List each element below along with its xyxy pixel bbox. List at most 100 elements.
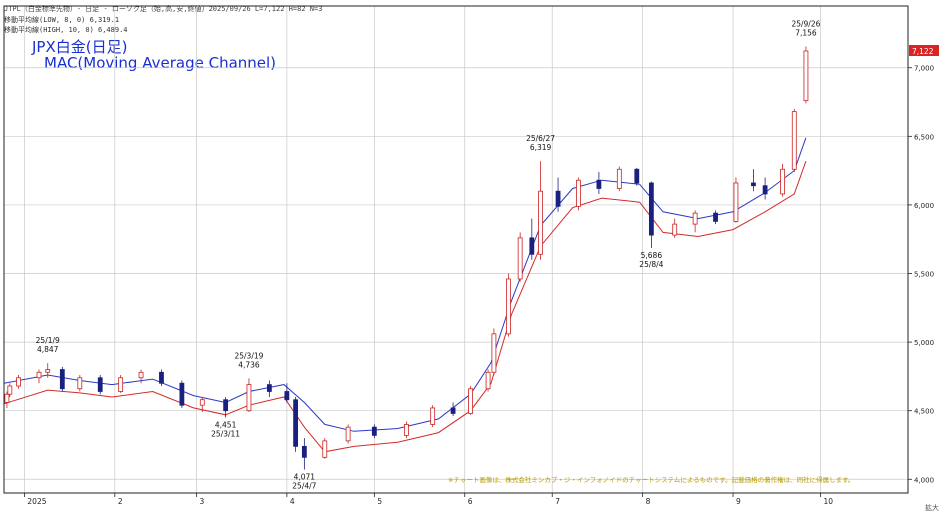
candle-body	[616, 168, 622, 189]
disclaimer-text: ※チャート画像は、株式会社ミンカブ・ジ・インフォノイドのチャートシステムによるも…	[448, 476, 855, 484]
candle	[266, 380, 272, 397]
candle	[322, 438, 328, 459]
annotation-line1: 4,071	[294, 473, 316, 482]
candle-body	[648, 182, 654, 236]
candle	[648, 181, 654, 248]
candle	[159, 369, 164, 386]
candle	[284, 383, 290, 403]
candle-body	[692, 212, 698, 225]
candle	[59, 366, 65, 392]
candle	[506, 273, 511, 337]
candle-body	[293, 399, 299, 447]
ma-line-series	[3, 137, 807, 432]
annotation-line2: 25/4/7	[292, 482, 316, 491]
candle-body	[791, 111, 797, 170]
candle-body	[485, 371, 491, 390]
candle-body	[634, 168, 640, 184]
candle-body	[266, 384, 272, 392]
candle-body	[762, 185, 768, 195]
candle-body	[223, 399, 229, 412]
candle	[803, 46, 809, 104]
candle-body	[555, 190, 561, 207]
candle	[223, 396, 229, 418]
candle	[293, 396, 299, 452]
y-tick-label: 7,000	[914, 65, 934, 73]
annotation-line2: 4,736	[238, 360, 260, 369]
candle	[450, 402, 456, 417]
x-tick-label: 9	[736, 497, 741, 506]
candle	[16, 375, 21, 389]
last-price-label: 7,122	[912, 47, 934, 56]
candle	[529, 218, 535, 260]
candle-body	[45, 369, 51, 373]
annotation-line1: 4,451	[215, 420, 237, 429]
candle	[7, 383, 13, 397]
x-tick-label: 2025	[27, 497, 46, 506]
candle-body	[301, 445, 307, 458]
candle	[468, 385, 473, 415]
candle-body	[450, 407, 456, 414]
x-tick-label: 2	[118, 497, 123, 506]
candle-body	[345, 426, 351, 442]
candle	[555, 177, 561, 212]
candle-body	[713, 212, 718, 222]
candle	[692, 210, 698, 233]
candle	[199, 396, 205, 413]
candle	[138, 369, 144, 384]
ma-line-series	[3, 161, 807, 453]
candle	[713, 210, 718, 225]
candle-body	[430, 407, 436, 425]
zoom-label[interactable]: 拡大	[925, 504, 939, 512]
candle	[345, 424, 351, 444]
candle-body	[491, 333, 497, 373]
candle	[517, 232, 523, 282]
grid-lines	[4, 6, 945, 493]
y-tick-label: 5,500	[914, 271, 934, 279]
candle-body	[576, 179, 581, 207]
annotation-line1: 5,686	[641, 251, 663, 260]
y-tick-label: 6,500	[914, 133, 934, 141]
candle-body	[284, 391, 290, 401]
x-tick-label: 3	[199, 497, 204, 506]
annotation-line1: 25/3/19	[234, 351, 263, 360]
candle	[179, 380, 185, 408]
candle-body	[7, 385, 13, 395]
candle	[36, 369, 42, 384]
x-tick-label: 10	[824, 497, 834, 506]
annotation-line1: 25/6/27	[526, 134, 555, 143]
candle-body	[59, 369, 65, 390]
candle	[246, 378, 252, 413]
candle-body	[596, 179, 602, 189]
candle-body	[517, 237, 523, 280]
candle	[733, 177, 739, 223]
candle	[634, 167, 640, 186]
candle-body	[118, 377, 124, 392]
candle	[301, 438, 307, 470]
candle	[616, 166, 622, 192]
annotation-line1: 25/1/9	[36, 336, 60, 345]
candle	[596, 171, 602, 194]
candle-body	[468, 388, 473, 414]
candle	[751, 169, 756, 192]
candle	[576, 177, 581, 211]
candle-body	[4, 393, 10, 403]
candle-body	[529, 237, 535, 255]
candle-body	[138, 371, 144, 379]
x-tick-label: 8	[646, 497, 651, 506]
candle	[118, 375, 124, 393]
y-tick-label: 6,000	[914, 202, 934, 210]
last-price-tag	[909, 44, 939, 56]
candle-body	[16, 377, 21, 387]
annotation-line2: 6,319	[530, 143, 552, 152]
candle	[672, 218, 678, 238]
candle-body	[780, 168, 786, 195]
candle-body	[199, 399, 205, 406]
candle-body	[179, 382, 185, 406]
candles	[4, 46, 809, 470]
x-tick-label: 4	[290, 497, 295, 506]
annotation-line2: 25/3/11	[211, 429, 240, 438]
candle	[780, 163, 786, 197]
price-axis-panel	[908, 6, 945, 493]
